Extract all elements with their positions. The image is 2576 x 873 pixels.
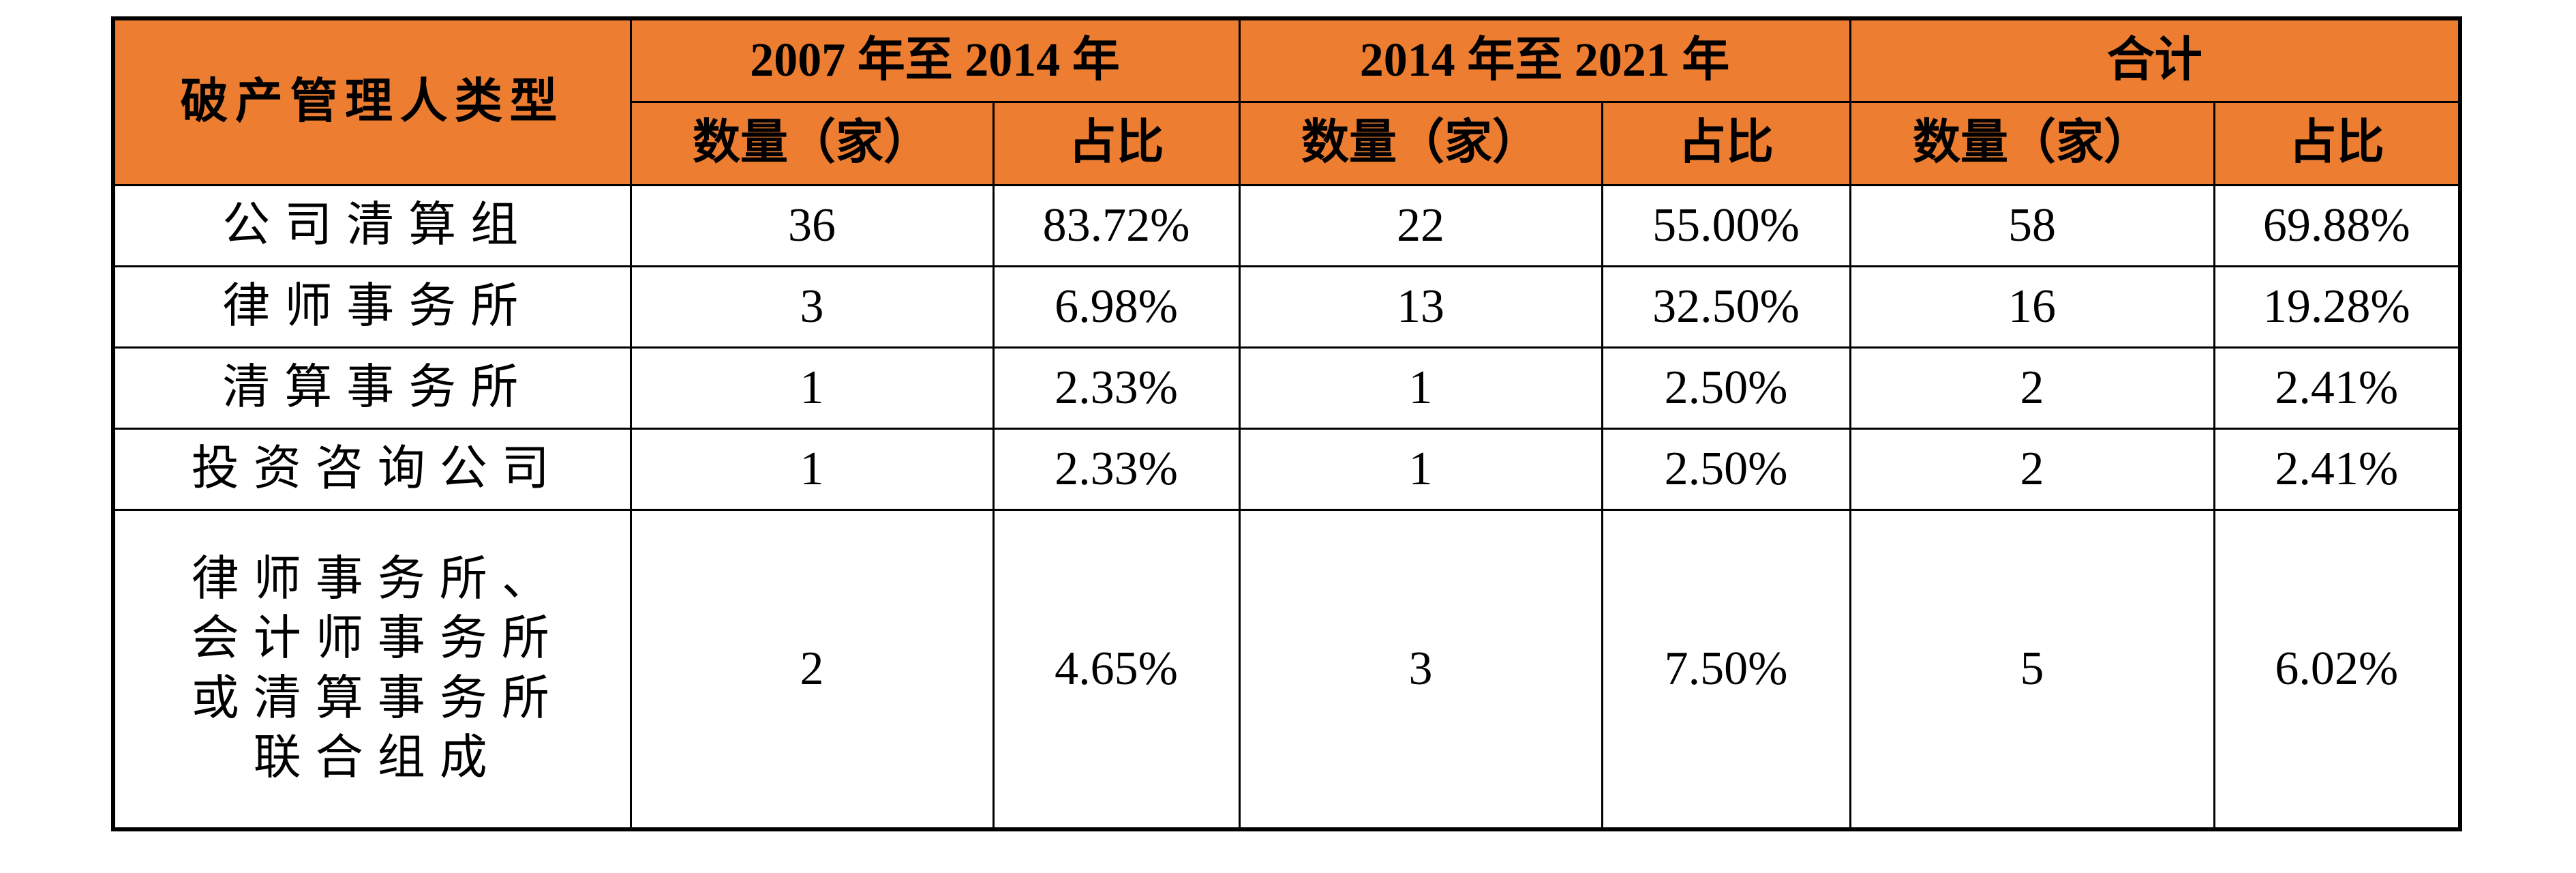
row-label: 投资咨询公司 <box>112 427 632 511</box>
group-header: 2014 年至 2021 年 <box>1238 17 1851 103</box>
table-cell: 4.65% <box>992 508 1241 831</box>
group-header: 2007 年至 2014 年 <box>629 17 1241 103</box>
header-row: 破产管理人类型 2007 年至 2014 年 2014 年至 2021 年 合计 <box>112 17 2461 186</box>
table-cell: 3 <box>1238 508 1603 831</box>
subheader-cell: 数量（家） <box>629 100 995 186</box>
table-cell: 2.41% <box>2213 427 2461 511</box>
table-cell: 32.50% <box>1601 265 1851 349</box>
table-cell: 7.50% <box>1601 508 1851 831</box>
table-cell: 2 <box>629 508 995 831</box>
table-row: 律师事务所、会计师事务所或清算事务所联合组成 2 4.65% 3 7.50% 5 6.02% <box>112 508 2461 831</box>
header-cell: 破产管理人类型 <box>112 17 632 186</box>
table-cell: 16 <box>1849 265 2215 349</box>
table-cell: 5 <box>1849 508 2215 831</box>
table-row: 律师事务所 3 6.98% 13 32.50% 16 19.28% <box>112 265 2461 349</box>
table-cell: 2.33% <box>992 346 1241 430</box>
table-cell: 1 <box>1238 427 1603 511</box>
subheader-cell: 占比 <box>1601 100 1851 186</box>
row-label: 清算事务所 <box>112 346 632 430</box>
table-body: 公司清算组 36 83.72% 22 55.00% 58 69.88% 律师事务所 3 6.98%… <box>112 183 2461 831</box>
subheader-cell: 数量（家） <box>1849 100 2215 186</box>
table-cell: 22 <box>1238 183 1603 267</box>
subheader-row: 数量（家） 占比 数量（家） 占比 数量（家） 占比 <box>113 100 2461 186</box>
table-cell: 83.72% <box>992 183 1241 267</box>
table-cell: 69.88% <box>2213 183 2461 267</box>
table-cell: 2 <box>1849 427 2215 511</box>
table-row: 清算事务所 1 2.33% 1 2.50% 2 2.41% <box>112 346 2461 430</box>
group-header: 合计 <box>1849 17 2461 103</box>
subheader-cell: 占比 <box>992 100 1241 186</box>
table-cell: 1 <box>629 346 995 430</box>
table-cell: 55.00% <box>1601 183 1851 267</box>
table-cell: 2 <box>1849 346 2215 430</box>
table-cell: 3 <box>629 265 995 349</box>
table-cell: 6.98% <box>992 265 1241 349</box>
table-cell: 2.33% <box>992 427 1241 511</box>
table-row: 公司清算组 36 83.72% 22 55.00% 58 69.88% <box>112 183 2461 267</box>
row-label: 律师事务所、会计师事务所或清算事务所联合组成 <box>112 508 632 831</box>
table-cell: 19.28% <box>2213 265 2461 349</box>
table-cell: 6.02% <box>2213 508 2461 831</box>
table-row: 投资咨询公司 1 2.33% 1 2.50% 2 2.41% <box>112 427 2461 511</box>
table-cell: 58 <box>1849 183 2215 267</box>
row-label: 律师事务所 <box>112 265 632 349</box>
table-cell: 2.41% <box>2213 346 2461 430</box>
subheader-cell: 数量（家） <box>1238 100 1603 186</box>
table-cell: 2.50% <box>1601 427 1851 511</box>
data-table: 破产管理人类型 2007 年至 2014 年 2014 年至 2021 年 合计… <box>111 16 2462 831</box>
table-cell: 1 <box>629 427 995 511</box>
table-cell: 13 <box>1238 265 1603 349</box>
subheader-cell: 占比 <box>2213 100 2461 186</box>
row-label: 公司清算组 <box>112 183 632 267</box>
table-cell: 2.50% <box>1601 346 1851 430</box>
table-cell: 36 <box>629 183 995 267</box>
table-cell: 1 <box>1238 346 1603 430</box>
